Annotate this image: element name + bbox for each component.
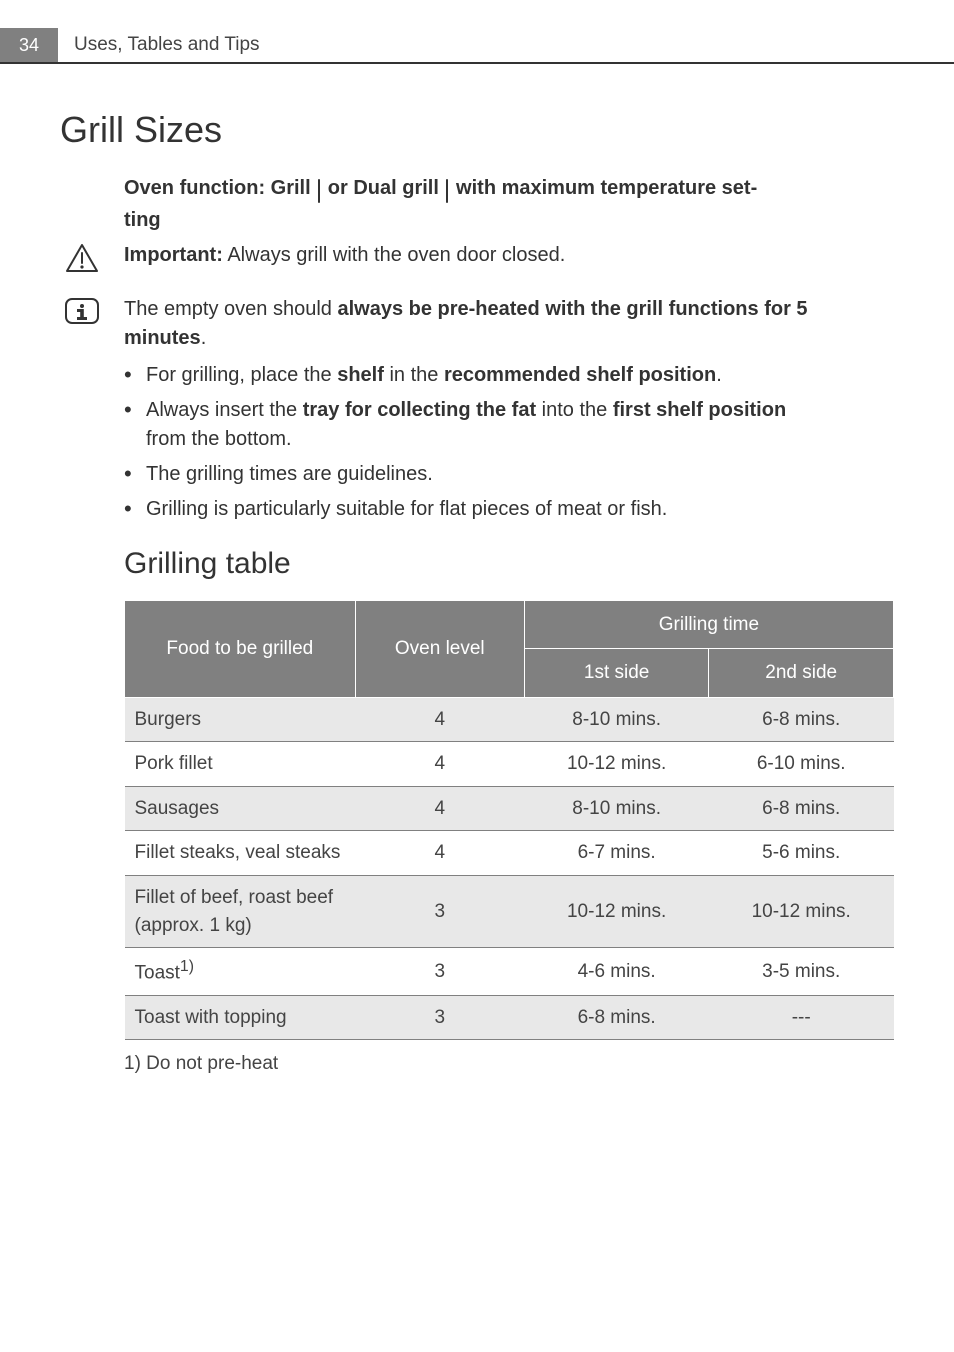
col-grilling-time: Grilling time	[524, 600, 893, 649]
b2-mid: into the	[536, 399, 613, 421]
list-item: For grilling, place the shelf in the rec…	[124, 361, 894, 390]
dual-grill-icon	[446, 177, 448, 206]
table-wrap: Food to be grilled Oven level Grilling t…	[124, 600, 894, 1041]
cell-level: 4	[355, 742, 524, 787]
b2-line2: from the bottom.	[146, 428, 292, 450]
warning-icon	[60, 241, 104, 273]
col-food: Food to be grilled	[125, 600, 356, 697]
info-row: The empty oven should always be pre-heat…	[60, 295, 894, 353]
b1-bold1: shelf	[337, 364, 384, 386]
table-row: Fillet of beef, roast beef (approx. 1 kg…	[125, 875, 894, 947]
cell-side2: 6-8 mins.	[709, 697, 894, 742]
list-item: Always insert the tray for collecting th…	[124, 396, 894, 454]
b2-bold2: first shelf position	[613, 399, 786, 421]
page-header-title: Uses, Tables and Tips	[58, 28, 260, 62]
table-row: Toast with topping 3 6-8 mins. ---	[125, 995, 894, 1040]
cell-side1: 8-10 mins.	[524, 697, 709, 742]
cell-food-text: Toast	[135, 962, 180, 983]
table-row: Burgers 4 8-10 mins. 6-8 mins.	[125, 697, 894, 742]
bullet-list: For grilling, place the shelf in the rec…	[124, 361, 894, 524]
oven-function-text-mid: or Dual grill	[328, 177, 445, 199]
preheat-pre: The empty oven should	[124, 298, 337, 320]
cell-food: Toast1)	[125, 948, 356, 996]
b4: Grilling is particularly suitable for fl…	[146, 498, 667, 520]
b1-mid: in the	[384, 364, 444, 386]
cell-level: 4	[355, 697, 524, 742]
cell-food-sup: 1)	[180, 958, 194, 975]
b1-bold2: recommended shelf position	[444, 364, 716, 386]
b2-bold1: tray for collecting the fat	[303, 399, 536, 421]
table-row: Fillet steaks, veal steaks 4 6-7 mins. 5…	[125, 831, 894, 876]
cell-level: 4	[355, 831, 524, 876]
page-header: 34 Uses, Tables and Tips	[0, 28, 954, 64]
cell-side2: 6-8 mins.	[709, 786, 894, 831]
table-row: Sausages 4 8-10 mins. 6-8 mins.	[125, 786, 894, 831]
cell-side2: ---	[709, 995, 894, 1040]
cell-food: Fillet steaks, veal steaks	[125, 831, 356, 876]
cell-side1: 6-7 mins.	[524, 831, 709, 876]
important-row: Important: Always grill with the oven do…	[60, 241, 894, 273]
cell-side2: 10-12 mins.	[709, 875, 894, 947]
grilling-table: Food to be grilled Oven level Grilling t…	[124, 600, 894, 1041]
cell-side1: 10-12 mins.	[524, 875, 709, 947]
section-title-grilling-table: Grilling table	[124, 542, 894, 586]
cell-side1: 4-6 mins.	[524, 948, 709, 996]
preheat-text-wrap: The empty oven should always be pre-heat…	[124, 295, 894, 353]
col-side1: 1st side	[524, 649, 709, 698]
list-item: The grilling times are guidelines.	[124, 460, 894, 489]
oven-function-text-post: with maximum temperature set-	[456, 177, 757, 199]
cell-level: 3	[355, 995, 524, 1040]
b2-pre: Always insert the	[146, 399, 303, 421]
b3: The grilling times are guidelines.	[146, 463, 433, 485]
important-text-wrap: Important: Always grill with the oven do…	[124, 241, 894, 270]
cell-level: 3	[355, 948, 524, 996]
cell-food: Sausages	[125, 786, 356, 831]
important-label: Important:	[124, 244, 223, 266]
table-header-row-1: Food to be grilled Oven level Grilling t…	[125, 600, 894, 649]
preheat-post: .	[201, 327, 207, 349]
cell-side2: 3-5 mins.	[709, 948, 894, 996]
cell-food: Fillet of beef, roast beef (approx. 1 kg…	[125, 875, 356, 947]
cell-food: Pork fillet	[125, 742, 356, 787]
important-text: Always grill with the oven door closed.	[223, 244, 565, 266]
b1-post: .	[716, 364, 722, 386]
cell-side1: 8-10 mins.	[524, 786, 709, 831]
cell-side1: 10-12 mins.	[524, 742, 709, 787]
col-oven-level: Oven level	[355, 600, 524, 697]
list-item: Grilling is particularly suitable for fl…	[124, 495, 894, 524]
cell-food: Toast with topping	[125, 995, 356, 1040]
oven-function-text-pre: Oven function: Grill	[124, 177, 316, 199]
grill-icon	[318, 177, 320, 206]
info-icon	[60, 295, 104, 325]
cell-side2: 6-10 mins.	[709, 742, 894, 787]
table-footnote: 1) Do not pre-heat	[124, 1050, 894, 1078]
oven-function-line: Oven function: Grill or Dual grill with …	[124, 174, 894, 235]
oven-function-text-line2: ting	[124, 209, 161, 231]
page-number: 34	[19, 32, 39, 58]
section-title-grill-sizes: Grill Sizes	[60, 104, 894, 156]
cell-level: 3	[355, 875, 524, 947]
b1-pre: For grilling, place the	[146, 364, 337, 386]
col-side2: 2nd side	[709, 649, 894, 698]
cell-side1: 6-8 mins.	[524, 995, 709, 1040]
page-content: Grill Sizes Oven function: Grill or Dual…	[0, 104, 954, 1078]
table-row: Pork fillet 4 10-12 mins. 6-10 mins.	[125, 742, 894, 787]
table-row: Toast1) 3 4-6 mins. 3-5 mins.	[125, 948, 894, 996]
cell-level: 4	[355, 786, 524, 831]
cell-side2: 5-6 mins.	[709, 831, 894, 876]
cell-food: Burgers	[125, 697, 356, 742]
page-number-box: 34	[0, 28, 58, 62]
